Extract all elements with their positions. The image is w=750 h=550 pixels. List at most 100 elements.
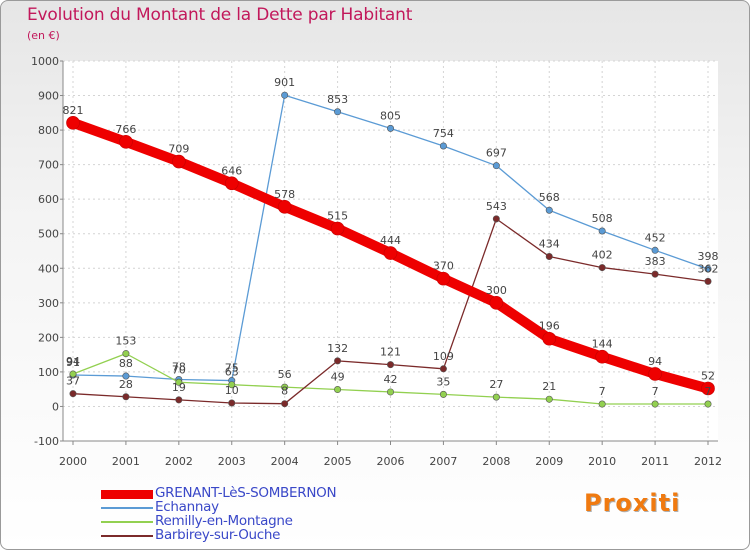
- data-label-echannay: 901: [274, 76, 295, 89]
- data-point-barbirey-sur-ouche: [704, 277, 712, 285]
- data-label-grenant-le-s-sombernon: 515: [327, 210, 348, 223]
- x-tick-label: 2007: [429, 455, 457, 468]
- data-point-barbirey-sur-ouche: [175, 396, 183, 404]
- legend-item: Echannay: [101, 499, 431, 516]
- data-point-remilly-en-montagne: [492, 393, 500, 401]
- data-point-echannay: [386, 124, 394, 132]
- data-point-echannay: [122, 372, 130, 380]
- data-label-barbirey-sur-ouche: 109: [433, 350, 454, 363]
- data-point-barbirey-sur-ouche: [281, 400, 289, 408]
- y-tick-label: 1000: [31, 55, 59, 68]
- data-point-barbirey-sur-ouche: [334, 357, 342, 365]
- data-label-remilly-en-montagne: 63: [225, 366, 239, 379]
- data-point-remilly-en-montagne: [439, 390, 447, 398]
- x-tick-label: 2008: [482, 455, 510, 468]
- data-label-grenant-le-s-sombernon: 646: [221, 164, 242, 177]
- data-label-echannay: 452: [645, 231, 666, 244]
- x-tick-label: 2004: [271, 455, 299, 468]
- data-point-barbirey-sur-ouche: [598, 264, 606, 272]
- chart-title: Evolution du Montant de la Dette par Hab…: [27, 5, 413, 25]
- data-point-barbirey-sur-ouche: [228, 399, 236, 407]
- y-tick-label: 0: [52, 400, 59, 413]
- data-label-grenant-le-s-sombernon: 196: [539, 320, 560, 333]
- data-point-barbirey-sur-ouche: [386, 361, 394, 369]
- data-point-echannay: [439, 142, 447, 150]
- data-label-echannay: 805: [380, 109, 401, 122]
- data-point-barbirey-sur-ouche: [492, 215, 500, 223]
- y-tick-label: 900: [38, 90, 59, 103]
- brand-logo: Proxiti: [584, 489, 681, 517]
- y-tick-label: 500: [38, 228, 59, 241]
- data-label-echannay: 697: [486, 147, 507, 160]
- data-point-grenant-le-s-sombernon: [330, 221, 345, 236]
- data-point-remilly-en-montagne: [228, 381, 236, 389]
- data-label-remilly-en-montagne: 7: [652, 385, 659, 398]
- x-tick-label: 2011: [641, 455, 669, 468]
- data-label-echannay: 75: [225, 362, 239, 375]
- data-point-grenant-le-s-sombernon: [277, 199, 292, 214]
- data-point-grenant-le-s-sombernon: [648, 367, 662, 381]
- data-point-remilly-en-montagne: [334, 386, 342, 394]
- data-label-grenant-le-s-sombernon: 766: [115, 123, 136, 136]
- x-tick-label: 2009: [535, 455, 563, 468]
- x-tick-label: 2006: [377, 455, 405, 468]
- data-label-barbirey-sur-ouche: 8: [281, 385, 288, 398]
- data-label-barbirey-sur-ouche: 37: [66, 375, 80, 388]
- data-point-grenant-le-s-sombernon: [701, 381, 715, 396]
- data-point-grenant-le-s-sombernon: [489, 296, 504, 310]
- x-tick-label: 2001: [112, 455, 140, 468]
- legend-swatch: [101, 507, 153, 509]
- data-label-remilly-en-montagne: 7: [705, 385, 712, 398]
- y-tick-label: 100: [38, 366, 59, 379]
- y-tick-label: 300: [38, 297, 59, 310]
- data-point-barbirey-sur-ouche: [122, 393, 130, 401]
- legend-label: Remilly-en-Montagne: [155, 513, 293, 529]
- data-label-grenant-le-s-sombernon: 370: [433, 260, 454, 273]
- data-label-echannay: 508: [592, 212, 613, 225]
- data-point-grenant-le-s-sombernon: [224, 176, 239, 191]
- data-label-echannay: 88: [119, 357, 133, 370]
- data-point-remilly-en-montagne: [175, 378, 183, 386]
- data-point-barbirey-sur-ouche: [69, 390, 77, 398]
- data-point-grenant-le-s-sombernon: [66, 116, 80, 130]
- x-tick-label: 2005: [324, 455, 352, 468]
- data-point-remilly-en-montagne: [545, 395, 553, 403]
- data-label-barbirey-sur-ouche: 132: [327, 342, 348, 355]
- data-point-remilly-en-montagne: [598, 400, 606, 408]
- data-point-grenant-le-s-sombernon: [542, 331, 557, 346]
- y-tick-label: -100: [34, 435, 59, 448]
- data-label-grenant-le-s-sombernon: 709: [168, 143, 189, 156]
- legend-item: GRENANT-LèS-SOMBERNON: [101, 485, 431, 502]
- y-tick-label: 200: [38, 331, 59, 344]
- data-label-remilly-en-montagne: 27: [489, 378, 503, 391]
- data-label-remilly-en-montagne: 56: [278, 368, 292, 381]
- data-label-echannay: 568: [539, 191, 560, 204]
- data-point-barbirey-sur-ouche: [545, 253, 553, 261]
- data-label-barbirey-sur-ouche: 28: [119, 378, 133, 391]
- data-point-grenant-le-s-sombernon: [383, 246, 398, 260]
- data-point-grenant-le-s-sombernon: [172, 154, 186, 169]
- data-label-barbirey-sur-ouche: 19: [172, 381, 186, 394]
- data-point-echannay: [598, 227, 606, 235]
- data-label-barbirey-sur-ouche: 383: [645, 255, 666, 268]
- y-tick-label: 400: [38, 262, 59, 275]
- data-label-remilly-en-montagne: 7: [599, 385, 606, 398]
- data-point-echannay: [704, 265, 712, 273]
- data-point-echannay: [334, 108, 342, 116]
- chart-unit-label: (en €): [27, 29, 60, 42]
- data-point-grenant-le-s-sombernon: [119, 135, 133, 149]
- data-point-barbirey-sur-ouche: [651, 270, 659, 278]
- legend-swatch: [101, 489, 153, 499]
- data-point-remilly-en-montagne: [122, 350, 130, 358]
- data-label-barbirey-sur-ouche: 121: [380, 346, 401, 359]
- data-point-remilly-en-montagne: [386, 388, 394, 396]
- data-label-echannay: 78: [172, 361, 186, 374]
- legend-swatch: [101, 535, 153, 537]
- data-point-remilly-en-montagne: [651, 400, 659, 408]
- data-point-barbirey-sur-ouche: [439, 365, 447, 373]
- data-point-remilly-en-montagne: [704, 400, 712, 408]
- data-label-barbirey-sur-ouche: 543: [486, 200, 507, 213]
- y-tick-label: 600: [38, 193, 59, 206]
- data-label-grenant-le-s-sombernon: 444: [380, 234, 401, 247]
